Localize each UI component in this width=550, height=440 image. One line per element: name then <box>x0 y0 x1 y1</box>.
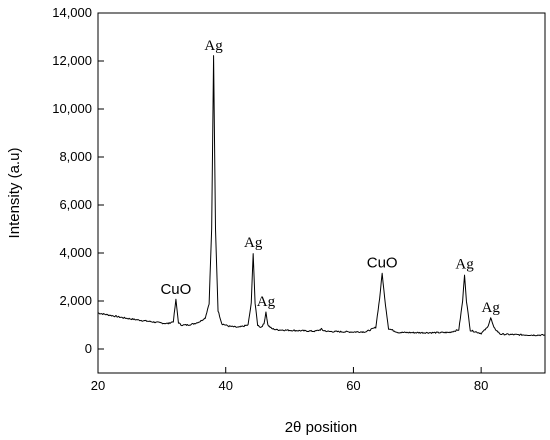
y-tick-label: 2,000 <box>59 293 92 308</box>
x-tick-label: 60 <box>346 378 360 393</box>
cuo-peak-label: CuO <box>367 254 398 271</box>
plot-frame <box>97 12 546 374</box>
x-tick-label: 20 <box>91 378 105 393</box>
y-tick-label: 12,000 <box>52 53 92 68</box>
x-axis-title: 2θ position <box>285 419 358 436</box>
ag-peak-label: Ag <box>244 235 263 251</box>
y-axis-title: Intensity (a.u) <box>6 148 23 239</box>
ag-peak-label: Ag <box>204 38 223 54</box>
series-layer <box>97 55 545 337</box>
xrd-series-line <box>97 55 545 337</box>
y-tick-label: 10,000 <box>52 101 92 116</box>
y-tick-label: 4,000 <box>59 245 92 260</box>
cuo-peak-label: CuO <box>160 281 191 298</box>
x-tick-label: 80 <box>474 378 488 393</box>
y-tick-label: 0 <box>85 341 92 356</box>
annotations-layer: CuO Ag Ag Ag CuO Ag Ag <box>160 38 500 316</box>
y-tick-label: 14,000 <box>52 5 92 20</box>
ag-peak-label: Ag <box>482 300 501 316</box>
ag-peak-label: Ag <box>257 294 276 310</box>
y-tick-label: 6,000 <box>59 197 92 212</box>
ag-peak-label: Ag <box>455 257 474 273</box>
ticks-layer: 0 2,000 4,000 6,000 8,000 10,000 12,000 14,000 2… <box>52 5 488 393</box>
x-tick-label: 40 <box>218 378 232 393</box>
y-tick-label: 8,000 <box>59 149 92 164</box>
